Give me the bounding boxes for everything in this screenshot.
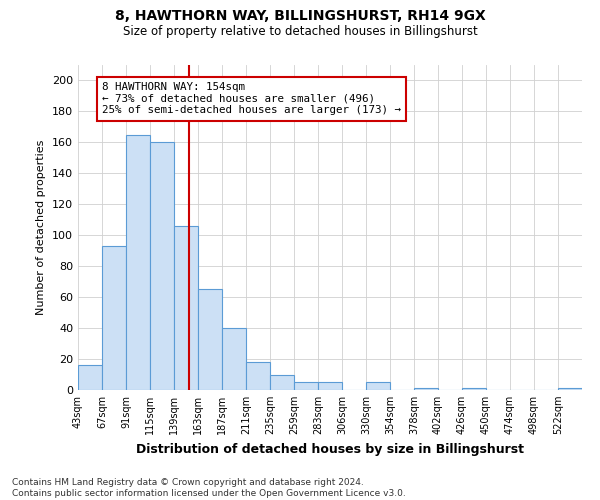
Bar — [222, 328, 246, 390]
Bar — [102, 246, 126, 390]
Text: 8 HAWTHORN WAY: 154sqm
← 73% of detached houses are smaller (496)
25% of semi-de: 8 HAWTHORN WAY: 154sqm ← 73% of detached… — [102, 82, 401, 115]
Bar — [150, 142, 174, 390]
X-axis label: Distribution of detached houses by size in Billingshurst: Distribution of detached houses by size … — [136, 442, 524, 456]
Bar — [318, 382, 342, 390]
Y-axis label: Number of detached properties: Number of detached properties — [37, 140, 46, 315]
Bar — [174, 226, 198, 390]
Bar — [462, 388, 486, 390]
Bar — [78, 365, 102, 390]
Bar — [270, 374, 294, 390]
Bar — [294, 382, 318, 390]
Text: 8, HAWTHORN WAY, BILLINGSHURST, RH14 9GX: 8, HAWTHORN WAY, BILLINGSHURST, RH14 9GX — [115, 8, 485, 22]
Bar — [558, 388, 582, 390]
Text: Size of property relative to detached houses in Billingshurst: Size of property relative to detached ho… — [122, 24, 478, 38]
Bar — [126, 134, 150, 390]
Text: Contains HM Land Registry data © Crown copyright and database right 2024.
Contai: Contains HM Land Registry data © Crown c… — [12, 478, 406, 498]
Bar — [366, 382, 390, 390]
Bar — [414, 388, 438, 390]
Bar — [246, 362, 270, 390]
Bar — [198, 290, 222, 390]
